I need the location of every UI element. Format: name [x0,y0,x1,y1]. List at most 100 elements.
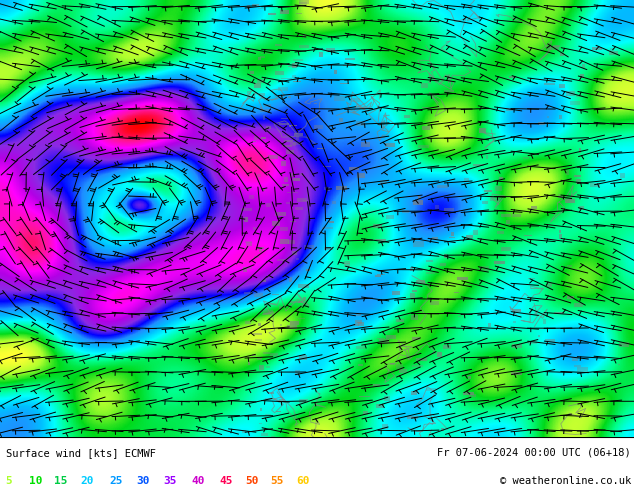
Bar [422,107,433,108]
Bar [271,221,280,226]
Bar [553,312,564,315]
Bar [620,173,625,178]
Bar [404,115,410,118]
Bar [346,58,356,60]
Bar [363,411,368,415]
Bar [479,266,489,271]
Bar [294,133,303,136]
Bar [410,267,413,271]
Bar [416,280,425,284]
Bar [290,301,300,303]
Bar [293,142,302,145]
Bar [497,231,504,234]
Bar [299,399,308,403]
Text: 10: 10 [29,476,42,486]
Bar [375,275,381,277]
Bar [281,161,287,166]
Bar [458,316,461,317]
Bar [257,174,261,177]
Bar [509,76,515,78]
Bar [259,247,262,252]
Bar [385,215,394,219]
Bar [574,174,581,177]
Bar [262,280,266,282]
Bar [451,232,454,236]
Bar [373,224,382,227]
Bar [290,142,295,146]
Bar [469,376,471,379]
Bar [258,323,261,326]
Bar [334,96,345,101]
Bar [266,303,276,305]
Bar [278,306,281,309]
Bar [289,125,292,127]
Bar [512,309,521,312]
Bar [290,277,292,282]
Bar [243,267,252,269]
Bar [261,433,268,436]
Bar [296,13,302,14]
Bar [280,239,289,244]
Bar [411,391,417,395]
Bar [299,2,307,6]
Bar [244,217,248,222]
Bar [512,214,521,218]
Bar [247,91,250,95]
Bar [614,137,616,139]
Bar [290,321,299,325]
Bar [375,239,385,241]
Bar [292,63,297,68]
Bar [473,229,478,235]
Bar [290,172,294,176]
Text: 5: 5 [5,476,12,486]
Bar [611,256,614,260]
Bar [261,53,271,54]
Bar [385,335,396,339]
Bar [444,254,447,258]
Text: 45: 45 [219,476,233,486]
Text: © weatheronline.co.uk: © weatheronline.co.uk [500,476,631,486]
Bar [527,278,534,279]
Bar [576,179,581,184]
Bar [481,201,488,203]
Text: 25: 25 [109,476,122,486]
Bar [292,251,297,255]
Bar [566,199,575,203]
Bar [410,293,415,298]
Bar [559,196,564,198]
Bar [276,411,281,412]
Bar [332,201,336,204]
Bar [300,173,303,176]
Bar [396,364,403,369]
Bar [413,200,424,205]
Bar [242,208,252,211]
Bar [413,337,420,340]
Bar [298,301,304,303]
Bar [514,53,517,55]
Bar [260,56,265,58]
Bar [566,171,569,174]
Bar [259,365,264,369]
Bar [422,83,428,88]
Bar [545,339,555,342]
Bar [256,247,264,248]
Bar [358,364,363,366]
Bar [281,118,288,119]
Bar [261,137,266,139]
Bar [559,229,561,233]
Bar [579,147,581,153]
Bar [351,98,359,102]
Bar [288,66,297,68]
Bar [288,240,295,244]
Bar [287,192,298,193]
Bar [528,341,537,344]
Bar [268,155,278,159]
Bar [486,155,488,159]
Bar [444,208,454,211]
Bar [298,284,309,288]
Bar [268,13,276,15]
Bar [329,221,333,223]
Bar [288,96,291,98]
Bar [377,274,385,275]
Bar [506,108,512,111]
